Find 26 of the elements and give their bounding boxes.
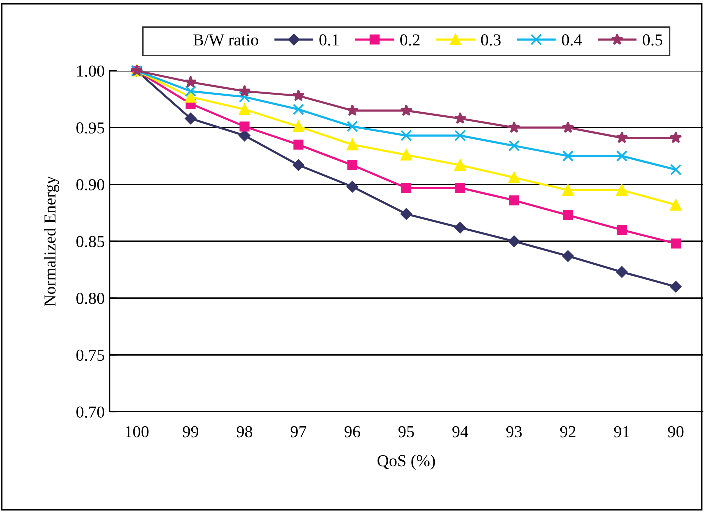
- y-tick-label: 0.90: [76, 179, 105, 191]
- legend-label: 0.1: [320, 34, 339, 46]
- y-tick-label: 1.00: [77, 66, 105, 78]
- x-tick-label: 95: [398, 426, 414, 438]
- x-tick-label: 93: [506, 426, 522, 438]
- legend-title: B/W ratio: [194, 34, 258, 46]
- x-tick-label: 98: [236, 426, 252, 438]
- x-tick-label: 97: [290, 426, 307, 438]
- legend-label: 0.3: [481, 34, 501, 46]
- legend-label: 0.5: [643, 34, 663, 46]
- x-tick-label: 90: [668, 426, 684, 438]
- x-tick-label: 96: [344, 426, 360, 438]
- x-tick-label: 92: [560, 426, 576, 438]
- y-axis-title: Normalized Energy: [44, 176, 60, 306]
- y-tick-label: 0.95: [76, 122, 104, 134]
- legend-label: 0.2: [400, 34, 420, 46]
- y-tick-label: 0.80: [76, 293, 105, 304]
- x-tick-label: 94: [452, 426, 468, 438]
- x-tick-label: 100: [126, 426, 149, 438]
- x-tick-label: 99: [183, 426, 199, 438]
- x-tick-label: 91: [614, 426, 630, 438]
- y-tick-label: 0.70: [76, 406, 105, 418]
- y-tick-label: 0.75: [76, 350, 104, 362]
- legend-label: 0.4: [562, 34, 582, 46]
- y-tick-label: 0.85: [76, 236, 104, 248]
- x-axis-title: QoS (%): [378, 454, 436, 470]
